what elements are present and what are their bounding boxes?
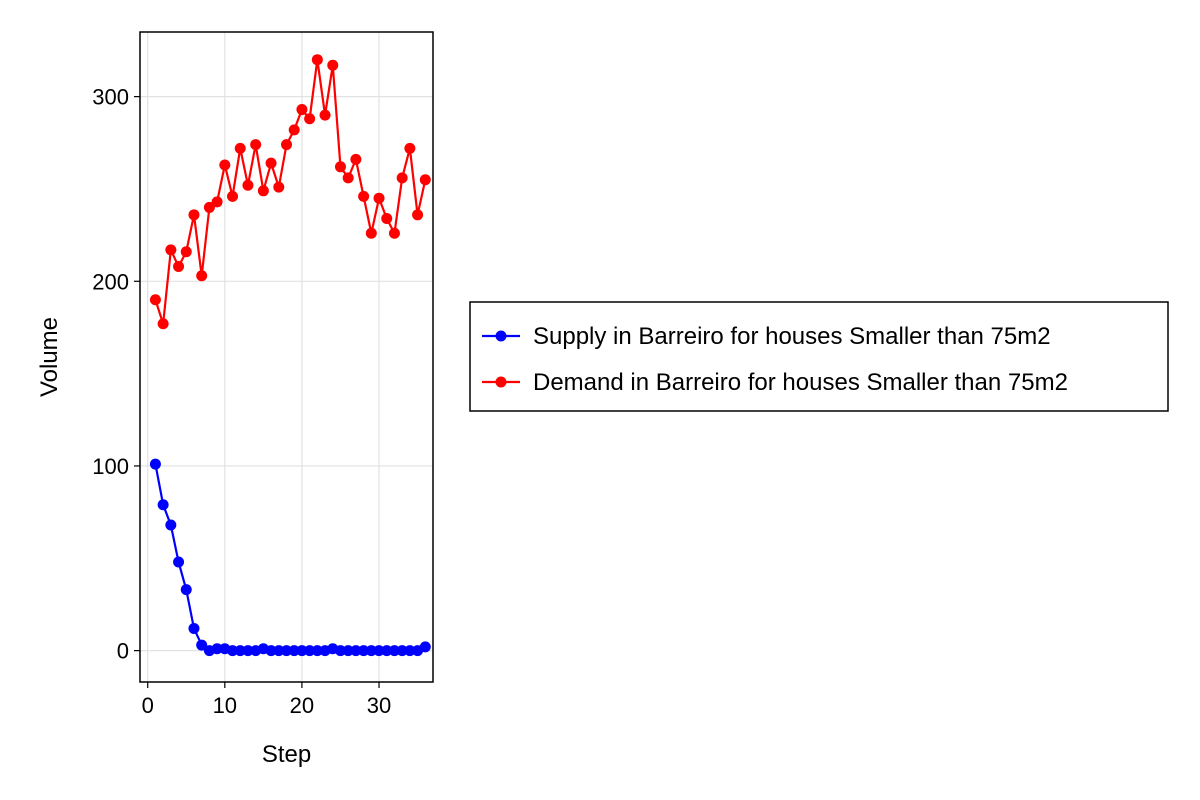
data-point bbox=[219, 159, 231, 171]
data-point bbox=[265, 645, 277, 657]
series-line bbox=[154, 58, 427, 325]
y-tick-label: 200 bbox=[92, 269, 129, 294]
x-axis-label: Step bbox=[262, 741, 311, 768]
data-point bbox=[288, 124, 300, 136]
legend-label: Demand in Barreiro for houses Smaller th… bbox=[533, 369, 1068, 396]
data-point bbox=[419, 641, 431, 653]
data-point bbox=[334, 645, 346, 657]
data-point bbox=[173, 261, 185, 273]
data-point bbox=[419, 174, 431, 186]
data-point bbox=[311, 54, 323, 66]
data-point bbox=[388, 645, 400, 657]
legend-label: Supply in Barreiro for houses Smaller th… bbox=[533, 323, 1051, 350]
x-tick-label: 20 bbox=[290, 693, 314, 718]
data-point bbox=[412, 209, 424, 221]
legend-item: Supply in Barreiro for houses Smaller th… bbox=[482, 323, 1051, 350]
data-point bbox=[173, 556, 185, 568]
data-point bbox=[342, 645, 354, 657]
x-tick-label: 30 bbox=[367, 693, 391, 718]
data-point bbox=[211, 196, 223, 208]
series-line bbox=[154, 463, 426, 652]
legend-box bbox=[469, 301, 1169, 412]
data-point bbox=[381, 213, 393, 225]
y-tick-label: 0 bbox=[117, 639, 129, 664]
data-point bbox=[358, 190, 370, 202]
data-point bbox=[265, 157, 277, 169]
data-point bbox=[281, 139, 292, 151]
legend-marker bbox=[495, 330, 507, 342]
x-tick-label: 0 bbox=[142, 693, 154, 718]
data-point bbox=[257, 185, 269, 197]
data-point bbox=[304, 113, 316, 125]
data-point bbox=[373, 645, 385, 657]
data-point bbox=[358, 645, 370, 657]
data-point bbox=[381, 645, 393, 657]
data-point bbox=[296, 645, 308, 657]
data-point bbox=[388, 227, 400, 239]
data-point bbox=[373, 192, 385, 204]
y-axis-label: Volume bbox=[36, 317, 63, 397]
data-point bbox=[180, 246, 192, 258]
data-point bbox=[196, 639, 208, 651]
data-point bbox=[250, 139, 262, 151]
data-point bbox=[227, 190, 239, 202]
data-point bbox=[311, 645, 323, 657]
data-point bbox=[396, 172, 408, 184]
legend-item: Demand in Barreiro for houses Smaller th… bbox=[482, 369, 1068, 396]
data-point bbox=[196, 270, 208, 282]
y-tick-label: 100 bbox=[92, 454, 129, 479]
data-point bbox=[165, 244, 177, 256]
data-point bbox=[304, 645, 316, 657]
data-point bbox=[234, 645, 246, 657]
data-point bbox=[404, 645, 416, 657]
data-point bbox=[242, 645, 254, 657]
data-point bbox=[165, 519, 177, 531]
data-point bbox=[365, 227, 377, 239]
data-point bbox=[350, 153, 362, 165]
data-point bbox=[157, 318, 169, 330]
data-point bbox=[203, 201, 215, 213]
data-point bbox=[149, 458, 161, 470]
data-point bbox=[149, 294, 161, 306]
data-point bbox=[234, 142, 246, 154]
data-point bbox=[288, 645, 300, 657]
data-point bbox=[242, 179, 254, 191]
plot-frame bbox=[139, 31, 434, 683]
data-point bbox=[342, 172, 354, 184]
data-point bbox=[296, 104, 308, 116]
data-point bbox=[188, 209, 200, 221]
data-point bbox=[273, 181, 285, 193]
data-point bbox=[350, 645, 362, 657]
series-layer bbox=[149, 54, 431, 657]
data-point bbox=[365, 645, 377, 657]
data-point bbox=[211, 643, 223, 655]
data-point bbox=[404, 142, 416, 154]
data-point bbox=[281, 645, 292, 657]
data-point bbox=[273, 645, 285, 657]
data-point bbox=[188, 622, 200, 634]
legend: Supply in Barreiro for houses Smaller th… bbox=[469, 301, 1169, 412]
data-point bbox=[334, 161, 346, 173]
legend-marker bbox=[495, 376, 507, 388]
x-tick-label: 10 bbox=[213, 693, 237, 718]
data-point bbox=[227, 645, 239, 657]
data-point bbox=[396, 645, 408, 657]
series-supply bbox=[149, 458, 431, 657]
y-tick-label: 300 bbox=[92, 85, 129, 110]
data-point bbox=[157, 499, 169, 511]
data-point bbox=[180, 584, 192, 596]
legend-items: Supply in Barreiro for houses Smaller th… bbox=[482, 323, 1068, 396]
data-point bbox=[327, 59, 339, 71]
data-point bbox=[319, 109, 331, 121]
series-demand bbox=[149, 54, 431, 330]
